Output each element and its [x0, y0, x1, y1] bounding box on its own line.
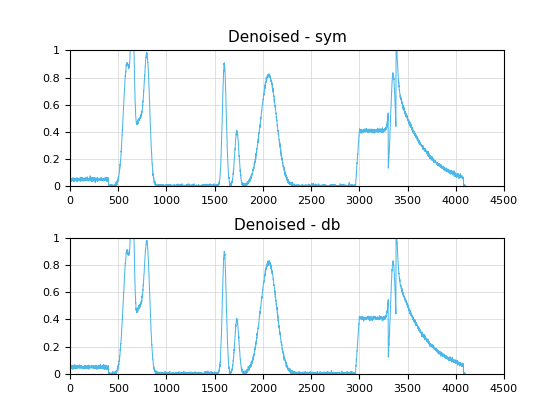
Title: Denoised - sym: Denoised - sym [227, 30, 347, 45]
Title: Denoised - db: Denoised - db [234, 218, 340, 233]
